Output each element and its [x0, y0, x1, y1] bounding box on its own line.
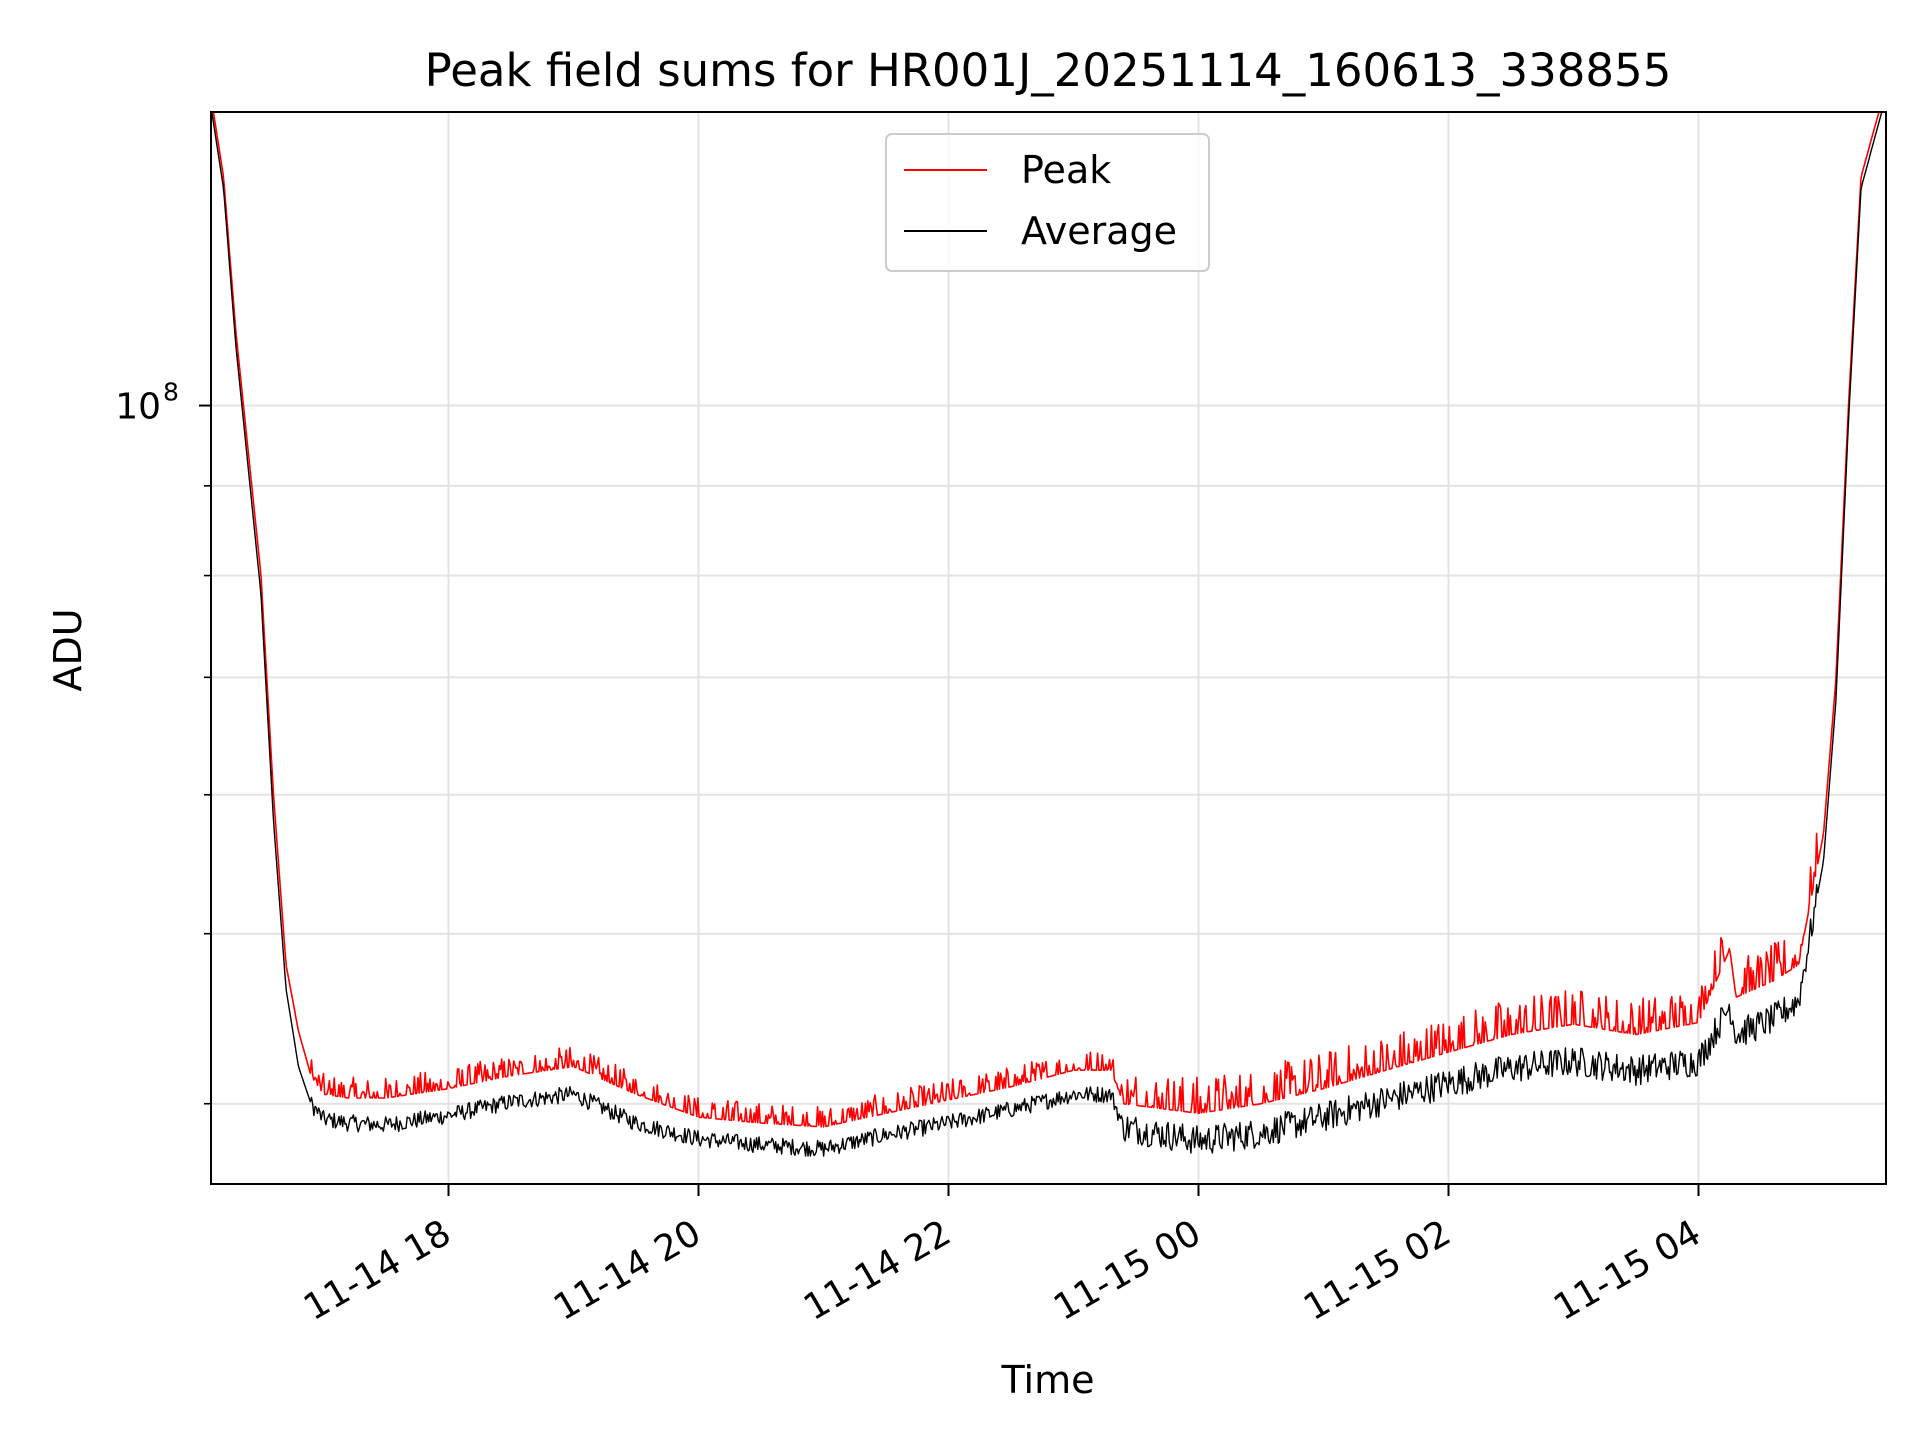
legend-box	[885, 133, 1210, 272]
y-tick-label-exponent: 8	[163, 378, 179, 407]
plot-frame	[210, 111, 1887, 1185]
series-line-average	[211, 112, 1883, 1157]
grid	[211, 112, 1886, 1184]
x-axis-label: Time	[1001, 1358, 1095, 1402]
legend: Peak Average	[885, 133, 1210, 272]
legend-label-peak: Peak	[1021, 148, 1111, 192]
series-line-peak	[212, 112, 1880, 1128]
y-axis-label: ADU	[46, 608, 90, 691]
y-tick-label-base: 10	[115, 387, 161, 428]
chart-title: Peak field sums for HR001J_20251114_1606…	[425, 44, 1672, 97]
plot-series	[211, 112, 1883, 1157]
legend-label-average: Average	[1021, 209, 1177, 253]
